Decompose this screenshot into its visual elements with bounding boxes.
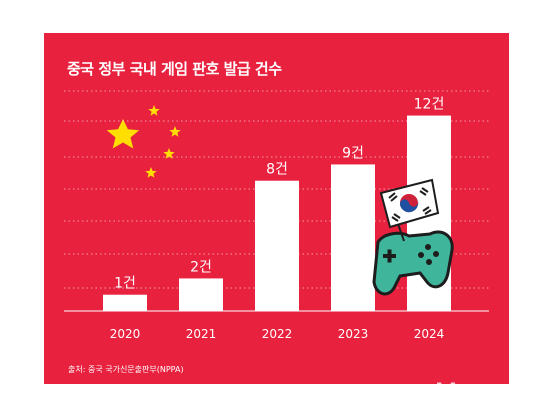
china-flag-stars-icon — [106, 105, 181, 178]
bar-2022 — [255, 180, 299, 311]
chart-panel: 중국 정부 국내 게임 판호 발급 건수 1건 2020 2건 2021 8건 2022 9… — [44, 33, 509, 384]
value-label-2023: 9건 — [342, 145, 364, 161]
value-label-2021: 2건 — [190, 259, 212, 275]
value-label-2024: 12건 — [414, 97, 445, 113]
game-controller-icon — [372, 230, 454, 296]
bar-2021 — [179, 278, 223, 311]
value-label-2022: 8건 — [266, 162, 288, 178]
source-note: 출처: 중국 국가신문출판부(NPPA) — [68, 365, 184, 374]
x-tick-label-2022: 2022 — [262, 327, 293, 341]
korean-flag-icon — [379, 178, 440, 242]
bar-2023 — [331, 164, 375, 311]
x-tick-label-2020: 2020 — [110, 327, 141, 341]
x-tick-label-2024: 2024 — [414, 327, 445, 341]
chart-title: 중국 정부 국내 게임 판호 발급 건수 — [67, 60, 282, 78]
value-label-2020: 1건 — [114, 276, 136, 292]
x-tick-label-2023: 2023 — [338, 327, 369, 341]
x-tick-label-2021: 2021 — [186, 327, 217, 341]
bar-2020 — [103, 294, 147, 311]
bar-chart: 1건 2020 2건 2021 8건 2022 9건 2023 12건 2024 — [64, 90, 489, 341]
moneys-logo: MoneyS — [434, 378, 536, 409]
